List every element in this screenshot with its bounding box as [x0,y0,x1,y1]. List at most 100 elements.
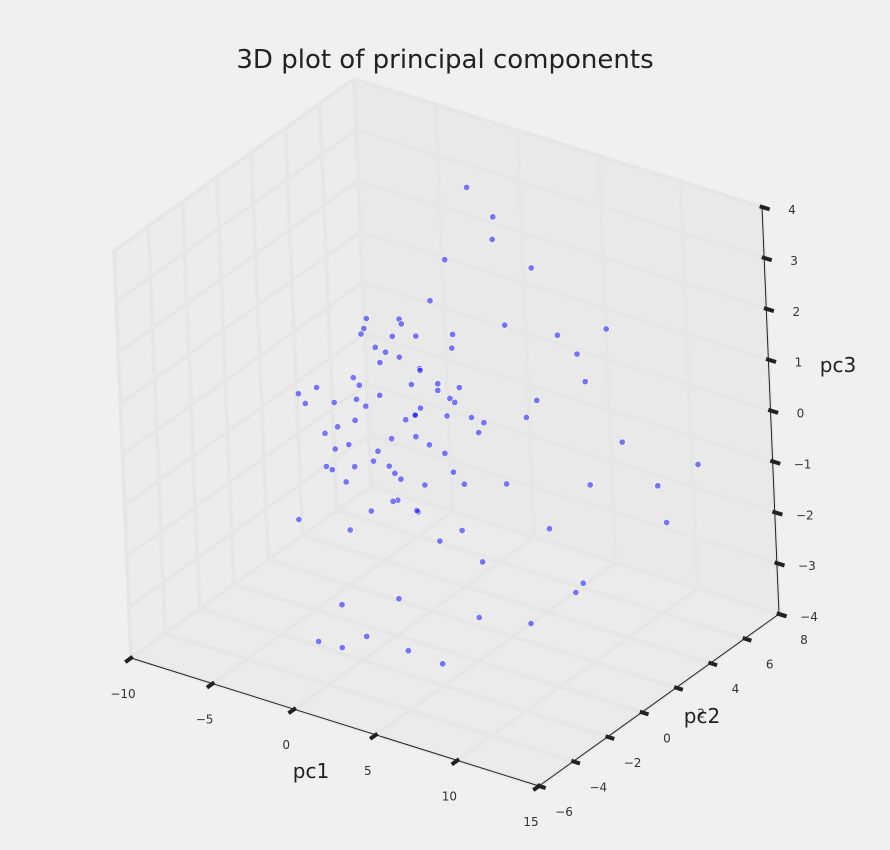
y-tick-label: −6 [555,805,573,819]
grid-line-z-back [366,433,779,566]
data-point [395,595,403,603]
y-tick-mark [707,660,718,668]
grid-line-z-side [116,178,361,355]
z-tick-mark [765,356,777,364]
data-point [331,445,339,453]
data-point [463,183,471,191]
grid-line-y-floor [334,508,747,641]
data-point [363,632,371,640]
data-point [446,394,454,402]
x-tick-mark [287,706,298,715]
z-tick-label: 1 [795,356,803,370]
z-tick-label: 4 [788,203,796,217]
data-point [397,475,405,483]
data-point [321,429,329,437]
data-point [351,416,359,424]
data-point [663,518,671,526]
data-point [301,399,309,407]
grid-line-z-back [352,77,764,209]
data-point [579,579,587,587]
data-point [654,482,662,490]
data-point [388,332,396,340]
x-tick-label: −10 [110,687,135,701]
z-tick-label: −4 [800,610,818,624]
data-point [294,390,302,398]
data-point [374,447,382,455]
data-point [404,647,412,655]
z-tick-label: −1 [794,457,812,471]
data-point [369,457,377,465]
x-tick-mark [368,731,379,741]
grid-line-y-floor [300,533,713,666]
data-point [694,460,702,468]
z-tick-label: 3 [790,254,798,268]
data-point [475,429,483,437]
data-point [342,478,350,486]
data-point [362,314,370,322]
y-tick-mark [639,709,650,717]
z-tick-mark [767,407,779,415]
data-point [338,601,346,609]
floor-pane [131,486,779,786]
data-point [455,384,463,392]
data-point [451,398,459,406]
y-axis-line [538,613,780,787]
data-point [376,391,384,399]
data-point [460,480,468,488]
grid-line-z-side [129,484,373,660]
grid-line-z-side [112,77,356,253]
data-point [441,256,449,264]
data-point [533,396,541,404]
data-point [553,331,561,339]
grid-line-z-side [122,331,367,508]
data-point [449,330,457,338]
data-point [355,381,363,389]
data-point [362,402,370,410]
x-axis-line [130,657,540,787]
data-point [602,325,610,333]
z-tick-mark [771,509,783,517]
z-tick-mark [759,204,771,212]
y-tick-label: 8 [800,633,808,647]
data-point [434,380,442,388]
z-tick-label: −3 [798,559,816,573]
grid-line-x-floor [455,586,700,763]
data-point [573,350,581,358]
data-point [439,660,447,668]
data-point [488,235,496,243]
z-tick-label: 0 [797,407,805,421]
z-tick-label: −2 [796,508,814,522]
data-point [421,481,429,489]
grid-line-z-side [126,433,371,610]
data-point [449,468,457,476]
grid-line-z-side [114,127,359,304]
data-point [480,419,488,427]
data-point [475,613,483,621]
data-point [527,264,535,272]
data-point [295,515,303,523]
grid-line-z-back [356,178,769,311]
data-point [434,386,442,394]
y-tick-mark [742,636,752,643]
y-tick-label: 2 [697,707,705,721]
data-point [545,525,553,533]
data-point [412,332,420,340]
data-point [479,558,487,566]
chart-title: 3D plot of principal components [236,45,653,75]
z-tick-mark [763,306,775,314]
data-point [413,507,421,515]
x-tick-label: 5 [364,764,372,778]
data-point [345,441,353,449]
data-point [586,481,594,489]
grid-line-y-floor [266,557,679,690]
data-point [412,433,420,441]
z-tick-mark [769,458,781,466]
data-point [388,435,396,443]
data-point [397,320,405,328]
data-point [425,441,433,449]
data-point [501,321,509,329]
data-point [402,416,410,424]
data-point [426,297,434,305]
grid-line-z-back [369,484,781,616]
